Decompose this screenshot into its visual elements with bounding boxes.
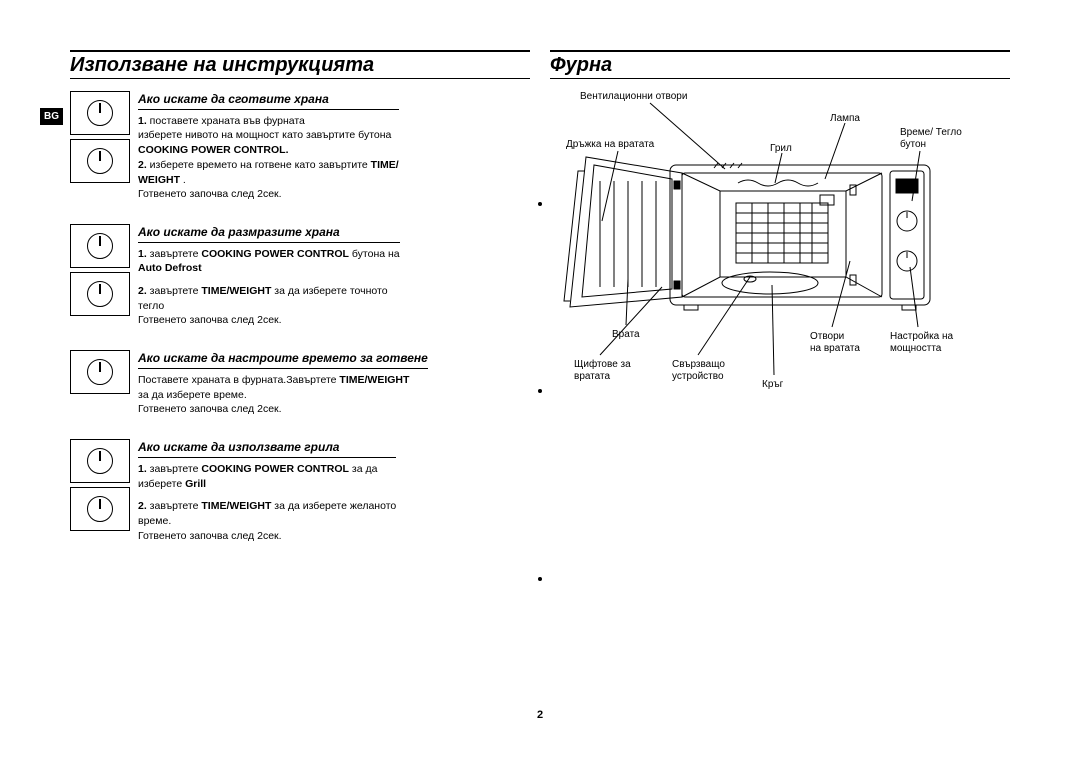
language-badge: BG (40, 108, 63, 125)
instruction-line: 1. завъртете COOKING POWER CONTROL за да (138, 462, 396, 477)
instruction-line: 1. завъртете COOKING POWER CONTROL бутон… (138, 247, 400, 262)
instruction-line: 2. изберете времето на готвене като завъ… (138, 158, 399, 173)
dial-column (70, 224, 130, 328)
right-title: Фурна (550, 54, 1010, 77)
instruction-heading: Ако искате да размразите храна (138, 224, 400, 243)
instruction-section: Ако искате да сготвите храна 1. поставете… (70, 91, 530, 202)
instruction-line: 1. поставете храната във фурната (138, 114, 399, 129)
instruction-line: Готвенето започва след 2сек. (138, 402, 428, 417)
dial-column (70, 91, 130, 202)
instruction-line: Готвенето започва след 2сек. (138, 313, 400, 328)
instruction-line: 2. завъртете TIME/WEIGHT за да изберете … (138, 284, 400, 299)
manual-page: BG Използване на инструкцията Ако искате… (70, 50, 1010, 733)
instruction-line: COOKING POWER CONTROL. (138, 143, 399, 158)
instruction-line (138, 276, 400, 284)
oven-svg (550, 91, 1000, 411)
right-title-bar: Фурна (550, 50, 1010, 79)
right-column: Фурна Вентилационни отвори Лампа Време/ … (550, 50, 1010, 733)
instruction-line: изберете Grill (138, 477, 396, 492)
oven-diagram: Вентилационни отвори Лампа Време/ Тегло … (550, 91, 1010, 431)
page-number: 2 (537, 709, 543, 721)
instruction-line: за да изберете време. (138, 388, 428, 403)
instruction-section: Ако искате да размразите храна 1. завърте… (70, 224, 530, 328)
dial-icon (70, 224, 130, 268)
instruction-line: Готвенето започва след 2сек. (138, 529, 396, 544)
dial-icon (70, 350, 130, 394)
dial-column (70, 439, 130, 543)
dial-icon (70, 139, 130, 183)
instruction-line: Auto Defrost (138, 261, 400, 276)
left-title-bar: Използване на инструкцията (70, 50, 530, 79)
instruction-heading: Ако искате да използвате грила (138, 439, 396, 458)
dial-icon (70, 487, 130, 531)
instruction-text: Ако искате да настроите времето за готве… (138, 350, 428, 417)
instruction-line (138, 491, 396, 499)
dial-icon (70, 272, 130, 316)
instruction-heading: Ако искате да настроите времето за готве… (138, 350, 428, 369)
instruction-text: Ако искате да размразите храна 1. завърте… (138, 224, 400, 328)
instruction-line: Поставете храната в фурната.Завъртете TI… (138, 373, 428, 388)
instruction-text: Ако искате да използвате грила 1. завърте… (138, 439, 396, 543)
instruction-line: време. (138, 514, 396, 529)
dial-icon (70, 439, 130, 483)
instruction-line: Готвенето започва след 2сек. (138, 187, 399, 202)
dial-icon (70, 91, 130, 135)
instruction-section: Ако искате да използвате грила 1. завърте… (70, 439, 530, 543)
dial-column (70, 350, 130, 417)
instruction-line: 2. завъртете TIME/WEIGHT за да изберете … (138, 499, 396, 514)
instruction-line: тегло (138, 299, 400, 314)
instruction-line: WEIGHT . (138, 173, 399, 188)
instruction-line: изберете нивото на мощност като завъртит… (138, 128, 399, 143)
left-title: Използване на инструкцията (70, 54, 530, 77)
instruction-sections: Ако искате да сготвите храна 1. поставете… (70, 91, 530, 543)
instruction-text: Ако искате да сготвите храна 1. поставете… (138, 91, 399, 202)
instruction-section: Ако искате да настроите времето за готве… (70, 350, 530, 417)
instruction-heading: Ако искате да сготвите храна (138, 91, 399, 110)
left-column: Използване на инструкцията Ако искате да… (70, 50, 530, 733)
